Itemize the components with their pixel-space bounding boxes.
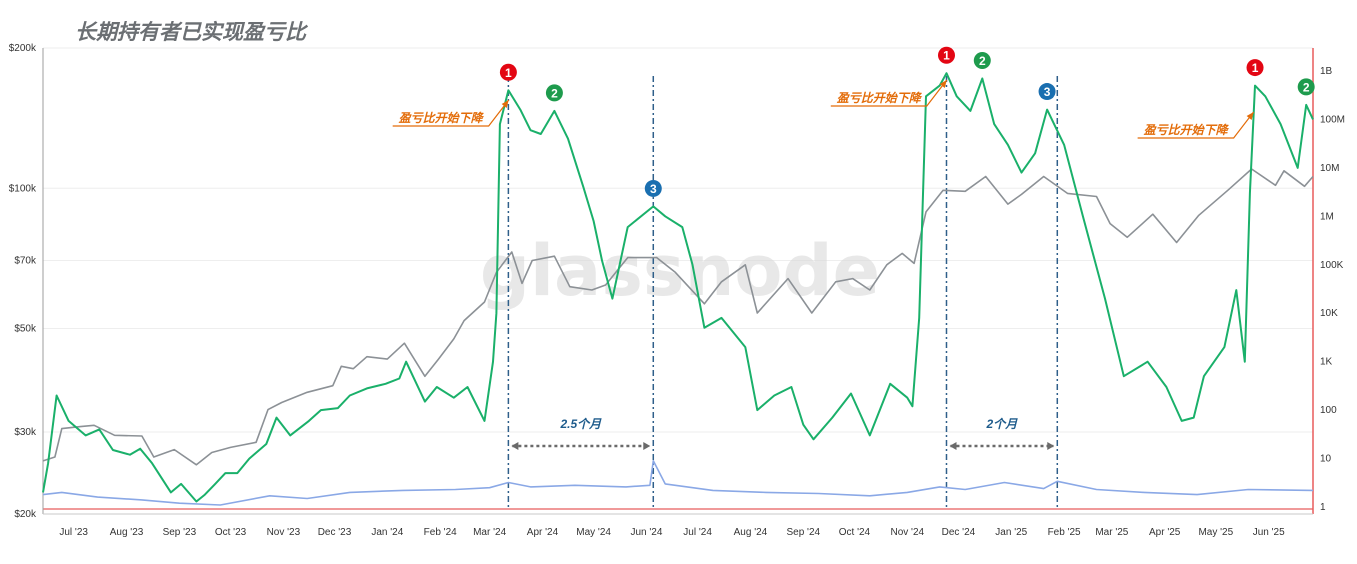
span-label: 2.5个月 — [559, 417, 602, 431]
x-tick-label: Dec '24 — [942, 527, 976, 538]
peak-marker-circle — [499, 63, 517, 81]
right-tick-label: 100 — [1320, 405, 1337, 416]
peak-markers: 1 2 3 1 2 3 1 2 — [499, 46, 1315, 197]
annotation-leader — [392, 99, 510, 127]
x-tick-label: Feb '24 — [424, 527, 457, 538]
peak-marker-label: 1 — [943, 49, 950, 63]
peak-marker: 1 — [937, 46, 955, 64]
peak-marker-circle — [973, 52, 991, 70]
annotation-leader — [1137, 111, 1255, 139]
right-tick-label: 1 — [1320, 502, 1326, 513]
peak-marker-label: 2 — [979, 54, 986, 68]
right-tick-label: 10M — [1320, 163, 1339, 174]
right-tick-label: 1M — [1320, 211, 1334, 222]
x-tick-label: Jun '24 — [630, 527, 662, 538]
annotation-arrow-head — [501, 100, 509, 108]
peak-marker: 2 — [545, 84, 563, 102]
x-tick-label: Nov '23 — [267, 527, 301, 538]
x-tick-label: Jan '24 — [371, 527, 403, 538]
x-tick-label: Mar '24 — [473, 527, 506, 538]
x-tick-label: Oct '23 — [215, 527, 247, 538]
right-tick-label: 10 — [1320, 454, 1332, 465]
watermark: glassnode — [480, 230, 880, 312]
peak-marker: 1 — [1246, 59, 1264, 77]
left-tick-label: $100k — [9, 183, 37, 194]
x-tick-label: Sep '24 — [786, 527, 820, 538]
left-axis-ticks: $200k $100k $70k $50k $30k $20k — [9, 43, 37, 520]
peak-marker-label: 3 — [650, 182, 657, 196]
x-tick-label: Apr '25 — [1149, 527, 1181, 538]
peak-marker: 3 — [1038, 83, 1056, 101]
chart-title: 长期持有者已实现盈亏比 — [75, 20, 309, 44]
peak-marker-label: 1 — [505, 66, 512, 80]
annotation-arrow-head — [1246, 112, 1254, 120]
x-tick-label: Jun '25 — [1253, 527, 1285, 538]
peak-marker-circle — [1246, 59, 1264, 77]
left-tick-label: $30k — [14, 427, 37, 438]
right-tick-label: 1B — [1320, 66, 1333, 77]
axes — [42, 48, 1314, 515]
x-tick-label: Oct '24 — [839, 527, 871, 538]
span-arrow-head-left — [949, 442, 957, 450]
peak-marker-label: 1 — [1252, 61, 1259, 75]
right-tick-label: 10K — [1320, 308, 1338, 319]
right-axis-ticks: 1B 100M 10M 1M 100K 10K 1K 100 10 1 — [1320, 66, 1345, 513]
annotation-text: 盈亏比开始下降 — [1144, 123, 1230, 137]
x-tick-label: Jan '25 — [995, 527, 1027, 538]
peak-marker-label: 3 — [1044, 85, 1051, 99]
annotation-text: 盈亏比开始下降 — [399, 111, 485, 125]
left-tick-label: $70k — [14, 255, 37, 266]
series-lines — [42, 72, 1314, 506]
left-tick-label: $50k — [14, 324, 37, 335]
x-tick-label: Nov '24 — [890, 527, 924, 538]
vertical-markers — [507, 76, 1059, 508]
span-arrow-head-right — [1047, 442, 1055, 450]
x-tick-label: Jul '23 — [59, 527, 88, 538]
x-axis-ticks: Jul '23 Aug '23 Sep '23 Oct '23 Nov '23 Dec '… — [59, 527, 1285, 538]
x-tick-label: Aug '24 — [734, 527, 768, 538]
annotation-text: 盈亏比开始下降 — [837, 91, 923, 105]
span-arrow-head-left — [511, 442, 519, 450]
peak-marker-circle — [937, 46, 955, 64]
x-tick-label: Mar '25 — [1095, 527, 1128, 538]
right-tick-label: 100K — [1320, 260, 1344, 271]
peak-marker-circle — [1038, 83, 1056, 101]
span-label: 2个月 — [986, 417, 1019, 431]
x-tick-label: Dec '23 — [318, 527, 352, 538]
peak-marker: 2 — [1297, 78, 1315, 96]
peak-marker-circle — [644, 179, 662, 197]
peak-marker: 3 — [644, 179, 662, 197]
duration-spans: 2.5个月 2个月 — [511, 417, 1055, 450]
peak-marker-circle — [1297, 78, 1315, 96]
x-tick-label: Aug '23 — [110, 527, 144, 538]
right-tick-label: 100M — [1320, 114, 1345, 125]
right-tick-label: 1K — [1320, 357, 1333, 368]
annotation-leader — [830, 79, 948, 107]
peak-marker: 2 — [973, 52, 991, 70]
x-tick-label: Sep '23 — [163, 527, 197, 538]
peak-marker: 1 — [499, 63, 517, 81]
span-arrow-head-right — [643, 442, 651, 450]
series-line-3 — [42, 459, 1314, 506]
left-tick-label: $200k — [9, 43, 37, 54]
left-tick-label: $20k — [14, 509, 37, 520]
x-tick-label: May '24 — [576, 527, 611, 538]
series-line-2 — [42, 72, 1314, 503]
annotation-arrow-head — [939, 80, 947, 88]
x-tick-label: May '25 — [1198, 527, 1233, 538]
x-tick-label: Apr '24 — [527, 527, 559, 538]
series-line-1 — [42, 168, 1314, 466]
peak-marker-label: 2 — [1303, 80, 1310, 94]
x-tick-label: Jul '24 — [683, 527, 712, 538]
peak-marker-label: 2 — [551, 86, 558, 100]
x-tick-label: Feb '25 — [1048, 527, 1081, 538]
peak-marker-circle — [545, 84, 563, 102]
